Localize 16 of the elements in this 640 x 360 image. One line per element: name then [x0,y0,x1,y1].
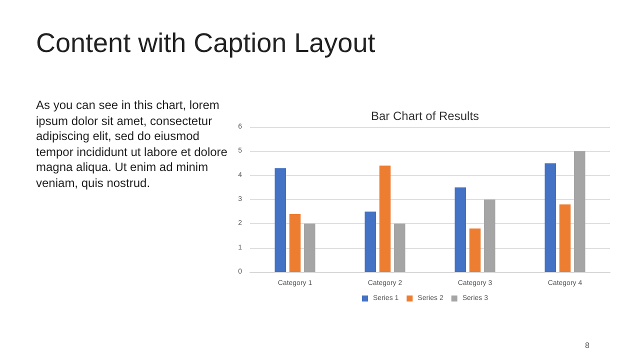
bar [544,163,556,272]
bar [394,224,406,272]
bar [574,151,586,272]
bar [454,187,466,272]
text: As you can see in this chart, lorem ipsum dolor sit amet, consectetur adipiscing elit, sed do eiusmod tempor incididunt ut labore et dolore magna aliqua. Ut enim ad minim veniam, quis nostrud. [36,98,228,191]
bar [289,214,301,272]
bar [469,228,481,272]
bar [379,166,391,272]
bar [304,224,316,272]
bar [364,212,376,272]
chart-title: Bar Chart of Results [370,109,480,123]
bar [274,168,286,272]
text: 8 [585,341,590,350]
text: Content with Caption Layout [36,28,376,59]
bar [559,204,571,272]
bar [484,200,496,272]
